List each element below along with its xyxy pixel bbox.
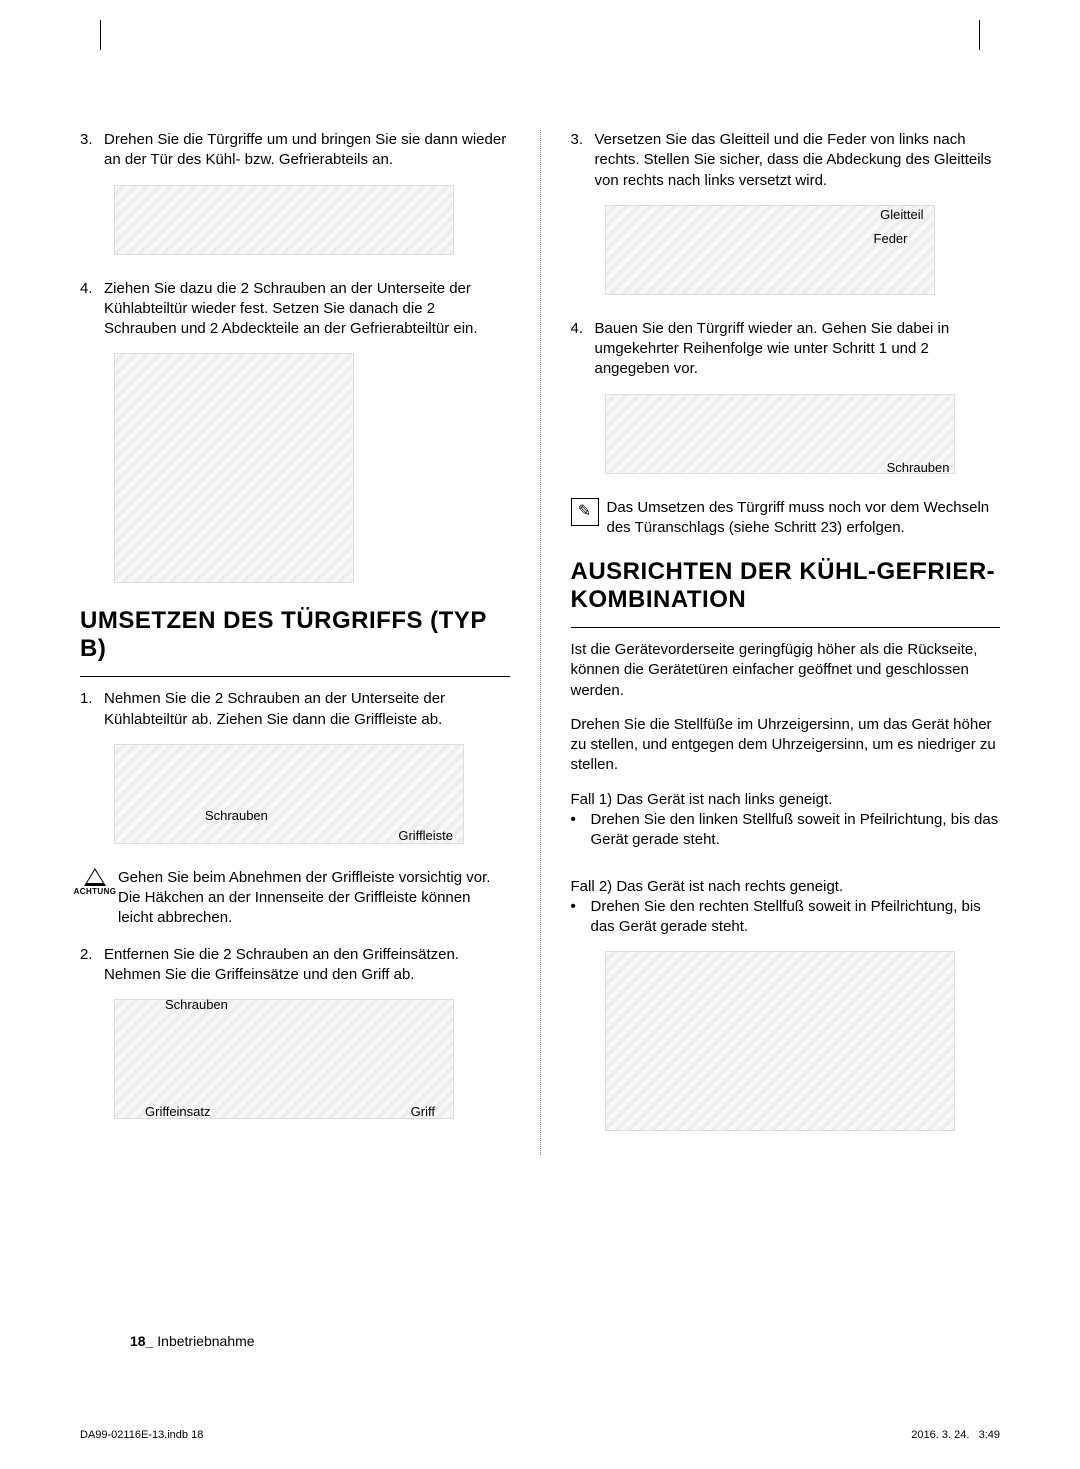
typb-step-2: 2. Entfernen Sie die 2 Schrauben an den …: [80, 945, 510, 986]
figure-glide-spring: Gleitteil Feder: [601, 201, 1001, 299]
figure-screws-reattach: [110, 349, 510, 587]
case1-bullet: Drehen Sie den linken Stellfuß soweit in…: [571, 810, 1001, 851]
manual-page: 3. Drehen Sie die Türgriffe um und bring…: [0, 0, 1080, 1469]
section-heading-ausrichten: AUSRICHTEN DER KÜHL-GEFRIER-KOMBINATION: [571, 558, 1001, 613]
step-text: Nehmen Sie die 2 Schrauben an der Unters…: [104, 689, 510, 730]
diagram-placeholder: Schrauben Griffeinsatz Griff: [114, 999, 454, 1119]
document-footer: DA99-02116E-13.indb 18 2016. 3. 24. 3:49: [80, 1429, 1000, 1441]
column-divider: [540, 130, 541, 1155]
figure-leveling-feet: [601, 947, 1001, 1135]
figure-label-schrauben: Schrauben: [887, 459, 950, 477]
step-text: Drehen Sie die Türgriffe um und bringen …: [104, 130, 510, 171]
case1-title: Fall 1) Das Gerät ist nach links geneigt…: [571, 790, 1001, 810]
left-column: 3. Drehen Sie die Türgriffe um und bring…: [80, 130, 510, 1155]
warning-text: Gehen Sie beim Abnehmen der Griffleiste …: [118, 868, 510, 929]
typb-step-1: 1. Nehmen Sie die 2 Schrauben an der Unt…: [80, 689, 510, 730]
warning-label: ACHTUNG: [74, 887, 117, 898]
diagram-placeholder: Gleitteil Feder: [605, 205, 935, 295]
page-number: 18_: [130, 1333, 153, 1349]
info-note: ✎ Das Umsetzen des Türgriff muss noch vo…: [571, 498, 1001, 539]
info-note-text: Das Umsetzen des Türgriff muss noch vor …: [607, 498, 1001, 539]
section-name: Inbetriebnahme: [157, 1333, 254, 1349]
crop-marks: [70, 20, 1010, 50]
right-step-4: 4. Bauen Sie den Türgriff wieder an. Geh…: [571, 319, 1001, 380]
left-step-3: 3. Drehen Sie die Türgriffe um und bring…: [80, 130, 510, 171]
two-column-content: 3. Drehen Sie die Türgriffe um und bring…: [80, 130, 1000, 1155]
heading-rule: [571, 627, 1001, 628]
document-id: DA99-02116E-13.indb 18: [80, 1429, 203, 1441]
right-step-3: 3. Versetzen Sie das Gleitteil und die F…: [571, 130, 1001, 191]
step-number: 4.: [80, 279, 104, 340]
step-text: Bauen Sie den Türgriff wieder an. Gehen …: [595, 319, 1001, 380]
case2-bullet: Drehen Sie den rechten Stellfuß soweit i…: [571, 897, 1001, 938]
case2-title: Fall 2) Das Gerät ist nach rechts geneig…: [571, 877, 1001, 897]
warning-note: ACHTUNG Gehen Sie beim Abnehmen der Grif…: [80, 868, 510, 929]
step-number: 4.: [571, 319, 595, 380]
diagram-placeholder: [114, 185, 454, 255]
section-heading-typ-b: UMSETZEN DES TÜRGRIFFS (TYP B): [80, 607, 510, 662]
figure-label-griffeinsatz: Griffeinsatz: [145, 1103, 211, 1121]
diagram-placeholder: Schrauben Griffleiste: [114, 744, 464, 844]
step-number: 2.: [80, 945, 104, 986]
warning-icon: ACHTUNG: [80, 868, 110, 929]
figure-reattach-handle: Schrauben: [601, 390, 1001, 478]
figure-typb-step1: Schrauben Griffleiste: [110, 740, 510, 848]
figure-label-gleitteil: Gleitteil: [880, 206, 923, 224]
figure-label-schrauben: Schrauben: [165, 996, 228, 1014]
figure-label-griffleiste: Griffleiste: [398, 827, 453, 845]
step-text: Ziehen Sie dazu die 2 Schrauben an der U…: [104, 279, 510, 340]
diagram-placeholder: [114, 353, 354, 583]
step-text: Versetzen Sie das Gleitteil und die Fede…: [595, 130, 1001, 191]
left-step-4: 4. Ziehen Sie dazu die 2 Schrauben an de…: [80, 279, 510, 340]
align-paragraph-2: Drehen Sie die Stellfüße im Uhrzeigersin…: [571, 715, 1001, 776]
figure-label-feder: Feder: [874, 230, 908, 248]
step-number: 1.: [80, 689, 104, 730]
figure-typb-step2: Schrauben Griffeinsatz Griff: [110, 995, 510, 1123]
document-datetime: 2016. 3. 24. 3:49: [911, 1429, 1000, 1441]
figure-label-schrauben: Schrauben: [205, 807, 268, 825]
pencil-note-icon: ✎: [571, 498, 599, 526]
align-paragraph-1: Ist die Gerätevorderseite geringfügig hö…: [571, 640, 1001, 701]
step-number: 3.: [571, 130, 595, 191]
figure-handle-rotate: [110, 181, 510, 259]
step-text: Entfernen Sie die 2 Schrauben an den Gri…: [104, 945, 510, 986]
right-column: 3. Versetzen Sie das Gleitteil und die F…: [571, 130, 1001, 1155]
diagram-placeholder: Schrauben: [605, 394, 955, 474]
diagram-placeholder: [605, 951, 955, 1131]
page-footer: 18_ Inbetriebnahme: [130, 1333, 255, 1349]
heading-rule: [80, 676, 510, 677]
step-number: 3.: [80, 130, 104, 171]
figure-label-griff: Griff: [411, 1103, 435, 1121]
